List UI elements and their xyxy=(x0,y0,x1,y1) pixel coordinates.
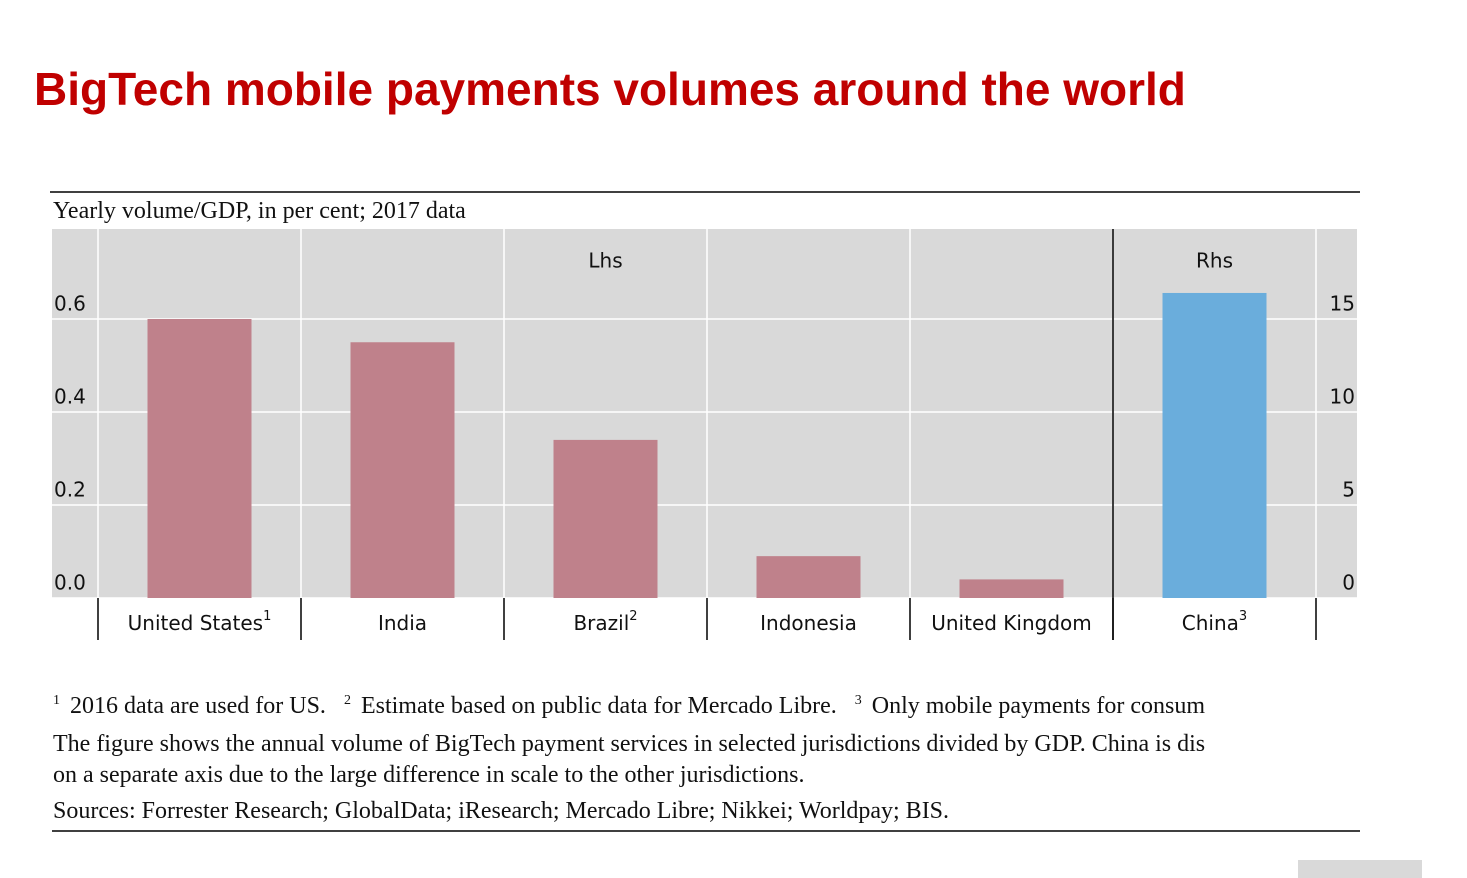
x-tick-label: India xyxy=(378,611,427,635)
footnote-marker: 2 xyxy=(343,693,351,708)
x-tick-label: China3 xyxy=(1182,609,1247,635)
category-name: China xyxy=(1182,611,1239,635)
bar xyxy=(350,342,455,598)
panel-label: Lhs xyxy=(588,249,622,273)
bar xyxy=(553,439,658,598)
category-note: 2 xyxy=(629,609,637,624)
panel-label: Rhs xyxy=(1196,249,1233,273)
footnote: Estimate based on public data for Mercad… xyxy=(360,693,837,719)
chart-title: BigTech mobile payments volumes around t… xyxy=(34,63,1186,115)
x-tick-label: United States1 xyxy=(128,609,272,635)
corner-box xyxy=(1298,860,1422,878)
note: The figure shows the annual volume of Bi… xyxy=(53,731,1206,757)
y2-tick-label: 15 xyxy=(1330,292,1355,316)
chart-subtitle: Yearly volume/GDP, in per cent; 2017 dat… xyxy=(53,198,466,224)
footnote: 2016 data are used for US. xyxy=(70,693,326,719)
y-tick-label: 0.4 xyxy=(54,385,86,409)
footnote: Only mobile payments for consum xyxy=(871,693,1206,719)
y2-tick-label: 10 xyxy=(1330,385,1355,409)
y-tick-label: 0.6 xyxy=(54,292,86,316)
category-note: 1 xyxy=(263,609,271,624)
y2-tick-label: 5 xyxy=(1342,478,1355,502)
x-tick-label: Brazil2 xyxy=(573,609,637,635)
category-name: India xyxy=(378,611,427,635)
x-tick-label: United Kingdom xyxy=(931,611,1092,635)
category-name: Indonesia xyxy=(760,611,857,635)
bar xyxy=(959,579,1064,598)
x-tick-label: Indonesia xyxy=(760,611,857,635)
bar xyxy=(1162,292,1267,598)
bar xyxy=(147,319,252,598)
category-name: United Kingdom xyxy=(931,611,1092,635)
sources: Sources: Forrester Research; GlobalData;… xyxy=(53,798,950,824)
footnote-marker: 3 xyxy=(854,693,862,708)
category-name: United States xyxy=(128,611,263,635)
category-note: 3 xyxy=(1239,609,1247,624)
y-tick-label: 0.2 xyxy=(54,478,86,502)
note: on a separate axis due to the large diff… xyxy=(53,762,805,788)
footnote-marker: 1 xyxy=(53,693,60,708)
category-name: Brazil xyxy=(573,611,629,635)
bar xyxy=(756,556,861,598)
footnotes: 1 2016 data are used for US. 2 Estimate ba… xyxy=(53,693,1361,720)
y-tick-label: 0.0 xyxy=(54,571,86,595)
plot-area xyxy=(52,229,1357,598)
y2-tick-label: 0 xyxy=(1342,571,1355,595)
